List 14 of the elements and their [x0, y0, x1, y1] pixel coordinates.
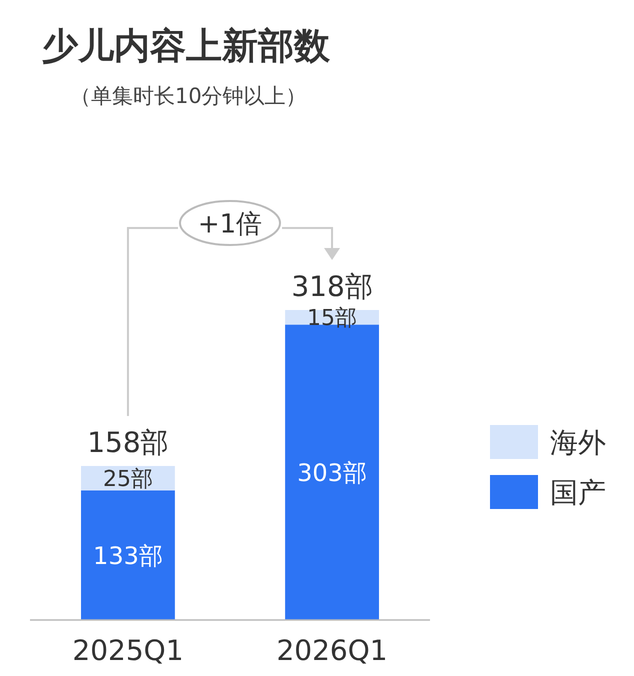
text: +1倍 — [198, 209, 262, 240]
chart-subtitle: （单集时长10分钟以上） — [70, 84, 307, 108]
data-label: 15部 — [307, 306, 358, 332]
bar — [81, 490, 175, 620]
legend-label: 海外 — [550, 426, 606, 460]
legend-label: 国产 — [550, 476, 606, 510]
x-tick-label: 2025Q1 — [72, 634, 184, 667]
data-label: 25部 — [102, 467, 153, 492]
chart-title: 少儿内容上新部数 — [42, 26, 331, 67]
data-label: 303部 — [297, 458, 367, 487]
x-tick-label: 2026Q1 — [276, 634, 388, 667]
data-label: 133部 — [93, 542, 163, 570]
total-label: 158部 — [87, 426, 169, 459]
total-label: 318部 — [291, 270, 373, 303]
